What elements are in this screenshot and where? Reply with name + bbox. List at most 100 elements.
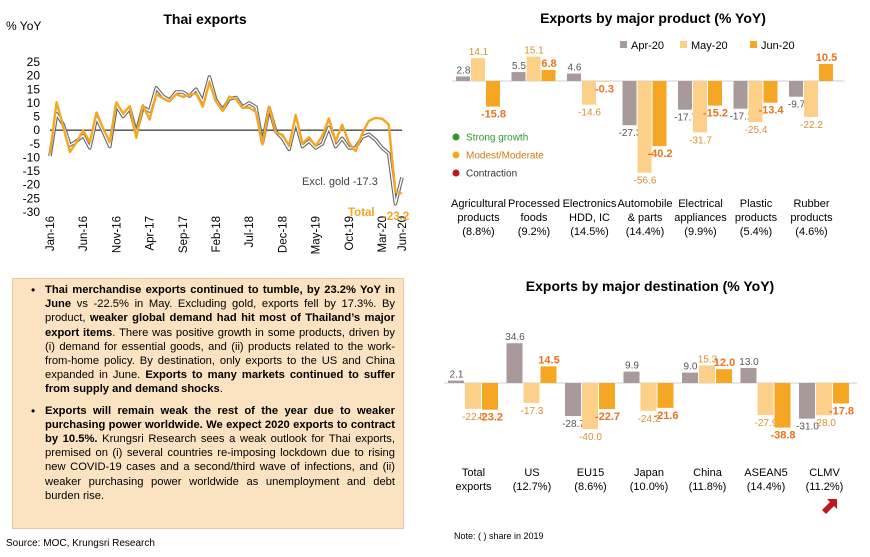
- bar-value-label: -17.3: [521, 406, 544, 417]
- bar-value-label: -17.8: [829, 405, 854, 417]
- bar-value-label: -40.0: [579, 432, 602, 443]
- bar-value-label: 15.3: [698, 354, 718, 365]
- y-tick-label: -25: [23, 191, 41, 205]
- bar-apr-20: [456, 76, 470, 81]
- bar-apr-20: [733, 81, 748, 109]
- bar-may-20: [816, 383, 832, 416]
- bar-apr-20: [799, 383, 815, 419]
- bar-value-label: -9.7: [788, 100, 806, 111]
- bar-apr-20: [623, 371, 640, 383]
- bar-value-label: 12.0: [714, 357, 735, 369]
- y-tick-label: 10: [27, 96, 41, 110]
- bar-may-20: [582, 383, 598, 429]
- bar-value-label: -14.6: [578, 108, 601, 119]
- bar-apr-20: [740, 368, 757, 383]
- summary-text: Exports to many markets continued to suf…: [45, 369, 395, 396]
- x-tick-label: May-19: [311, 216, 323, 254]
- x-tick-label: Nov-16: [111, 216, 123, 253]
- bar-value-label: -0.3: [595, 83, 614, 95]
- category-label: products: [790, 212, 833, 224]
- summary-text: Thai merchandise exports continued to tu…: [45, 284, 395, 311]
- category-label: HDD, IC: [569, 212, 610, 224]
- category-label: products: [457, 212, 500, 224]
- bar-may-20: [471, 58, 485, 81]
- summary-bullet: Exports will remain weak the rest of the…: [31, 404, 395, 503]
- y-tick-label: 25: [27, 55, 41, 69]
- bar-may-20: [637, 81, 652, 173]
- bar-value-label: -38.8: [770, 430, 795, 442]
- bar-value-label: -27.9: [755, 418, 778, 429]
- x-tick-label: Feb-18: [211, 216, 223, 252]
- category-label: products: [735, 212, 778, 224]
- bar-apr-20: [448, 380, 464, 383]
- bar-may-20: [699, 365, 715, 383]
- category-label: (4.6%): [795, 226, 827, 238]
- status-label: Modest/Moderate: [466, 151, 544, 162]
- category-label: (14.5%): [570, 226, 609, 238]
- category-label: Plastic: [740, 198, 773, 210]
- summary-text: vs -22.5% in May. Excluding gold, export…: [45, 298, 395, 325]
- bar-jun-20: [833, 383, 849, 404]
- x-tick-label: Oct-19: [344, 216, 356, 251]
- bar-may-20: [582, 81, 596, 105]
- category-label: Agricultural: [451, 198, 506, 210]
- thai-exports-line-chart: Thai exports % YoY 2520151050-5-10-15-20…: [6, 11, 409, 254]
- summary-text: . There was positive growth in some prod…: [45, 326, 395, 382]
- category-label: Total: [462, 467, 485, 479]
- bar-value-label: 2.1: [450, 370, 464, 381]
- category-label: China: [693, 467, 723, 479]
- category-label: US: [524, 467, 539, 479]
- bar-apr-20: [511, 72, 526, 81]
- bar-value-label: -17.7: [674, 113, 697, 124]
- x-tick-label: Jun-20: [397, 216, 409, 251]
- summary-box: Thai merchandise exports continued to tu…: [12, 278, 404, 529]
- bar-jun-20: [657, 383, 674, 408]
- bar-value-label: -24.2: [638, 414, 661, 425]
- status-dot-icon: [452, 169, 460, 177]
- category-label: (14.4%): [747, 481, 786, 493]
- bar-value-label: -21.6: [653, 410, 678, 422]
- category-label: Processed: [508, 198, 560, 210]
- bar-value-label: -40.2: [647, 148, 672, 160]
- bar-value-label: 34.6: [505, 332, 525, 343]
- series-line-total: [48, 80, 403, 195]
- bar-value-label: -22.5: [462, 412, 485, 423]
- summary-text: Exports will remain weak the rest of the…: [45, 404, 395, 446]
- source-note: Source: MOC, Krungsri Research: [6, 538, 155, 549]
- bar-jun-20: [541, 69, 556, 81]
- bar-jun-20: [708, 81, 722, 106]
- bar-apr-20: [622, 81, 637, 126]
- y-tick-label: -5: [29, 137, 40, 151]
- category-label: Electronics: [563, 198, 617, 210]
- category-label: (9.9%): [684, 226, 716, 238]
- bar-may-20: [526, 56, 541, 81]
- y-tick-label: -20: [23, 178, 41, 192]
- y-tick-label: 5: [33, 110, 40, 124]
- y-tick-label: 0: [33, 123, 40, 137]
- bar-jun-20: [774, 383, 791, 428]
- bar-value-label: -28.0: [813, 418, 836, 429]
- category-label: (9.2%): [518, 226, 550, 238]
- bar-apr-20: [565, 383, 581, 417]
- bar-jun-20: [763, 81, 778, 103]
- legend-swatch-jun-20: [750, 41, 757, 48]
- bar-jun-20: [597, 81, 611, 82]
- total-annotation-value: -23.2: [383, 211, 409, 223]
- category-label: (11.8%): [689, 481, 727, 493]
- bar-may-20: [748, 81, 763, 123]
- x-tick-label: Dec-18: [277, 216, 289, 253]
- x-tick-label: Jan-16: [45, 216, 57, 251]
- bar-may-20: [523, 383, 540, 403]
- bar-jun-20: [482, 383, 498, 410]
- bar-may-20: [804, 81, 818, 117]
- bar-apr-20: [789, 81, 803, 97]
- bar-apr-20: [682, 372, 698, 383]
- legend-swatch-may-20: [680, 41, 687, 48]
- category-label: (14.4%): [626, 226, 665, 238]
- category-label: Automobile: [617, 198, 672, 210]
- category-label: Rubber: [793, 198, 829, 210]
- y-tick-label: 15: [27, 82, 41, 96]
- bar-value-label: -31.0: [796, 422, 819, 433]
- bar-value-label: -23.2: [478, 412, 503, 424]
- category-label: (11.2%): [806, 481, 844, 493]
